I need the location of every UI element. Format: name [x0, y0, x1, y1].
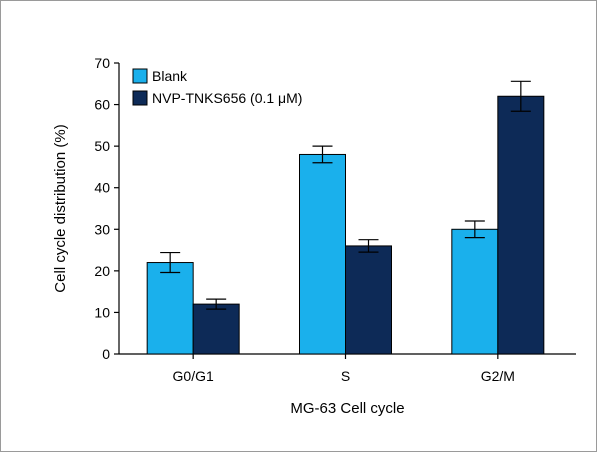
y-tick-label: 40 [94, 180, 110, 196]
y-tick-label: 10 [94, 304, 110, 320]
y-tick-label: 60 [94, 97, 110, 113]
x-tick-label: G2/M [481, 368, 515, 384]
legend-label: Blank [152, 68, 188, 84]
y-tick-label: 70 [94, 55, 110, 71]
y-tick-label: 0 [102, 346, 110, 362]
bar-treated [192, 303, 240, 355]
y-axis-label: Cell cycle distribution (%) [52, 124, 69, 292]
y-tick-label: 30 [94, 221, 110, 237]
x-tick-label: G0/G1 [173, 368, 214, 384]
x-tick-label: S [341, 368, 350, 384]
bar-treated [345, 245, 392, 355]
legend-label: NVP-TNKS656 (0.1 μM) [152, 90, 302, 106]
legend-swatch [132, 68, 148, 84]
x-axis-label: MG-63 Cell cycle [290, 400, 404, 417]
bar-treated [497, 95, 545, 355]
bar-blank [146, 262, 194, 355]
bar-blank [451, 228, 499, 355]
legend-swatch [132, 90, 148, 106]
y-tick-label: 20 [94, 263, 110, 279]
bar-blank [299, 153, 346, 355]
y-tick-label: 50 [94, 138, 110, 154]
